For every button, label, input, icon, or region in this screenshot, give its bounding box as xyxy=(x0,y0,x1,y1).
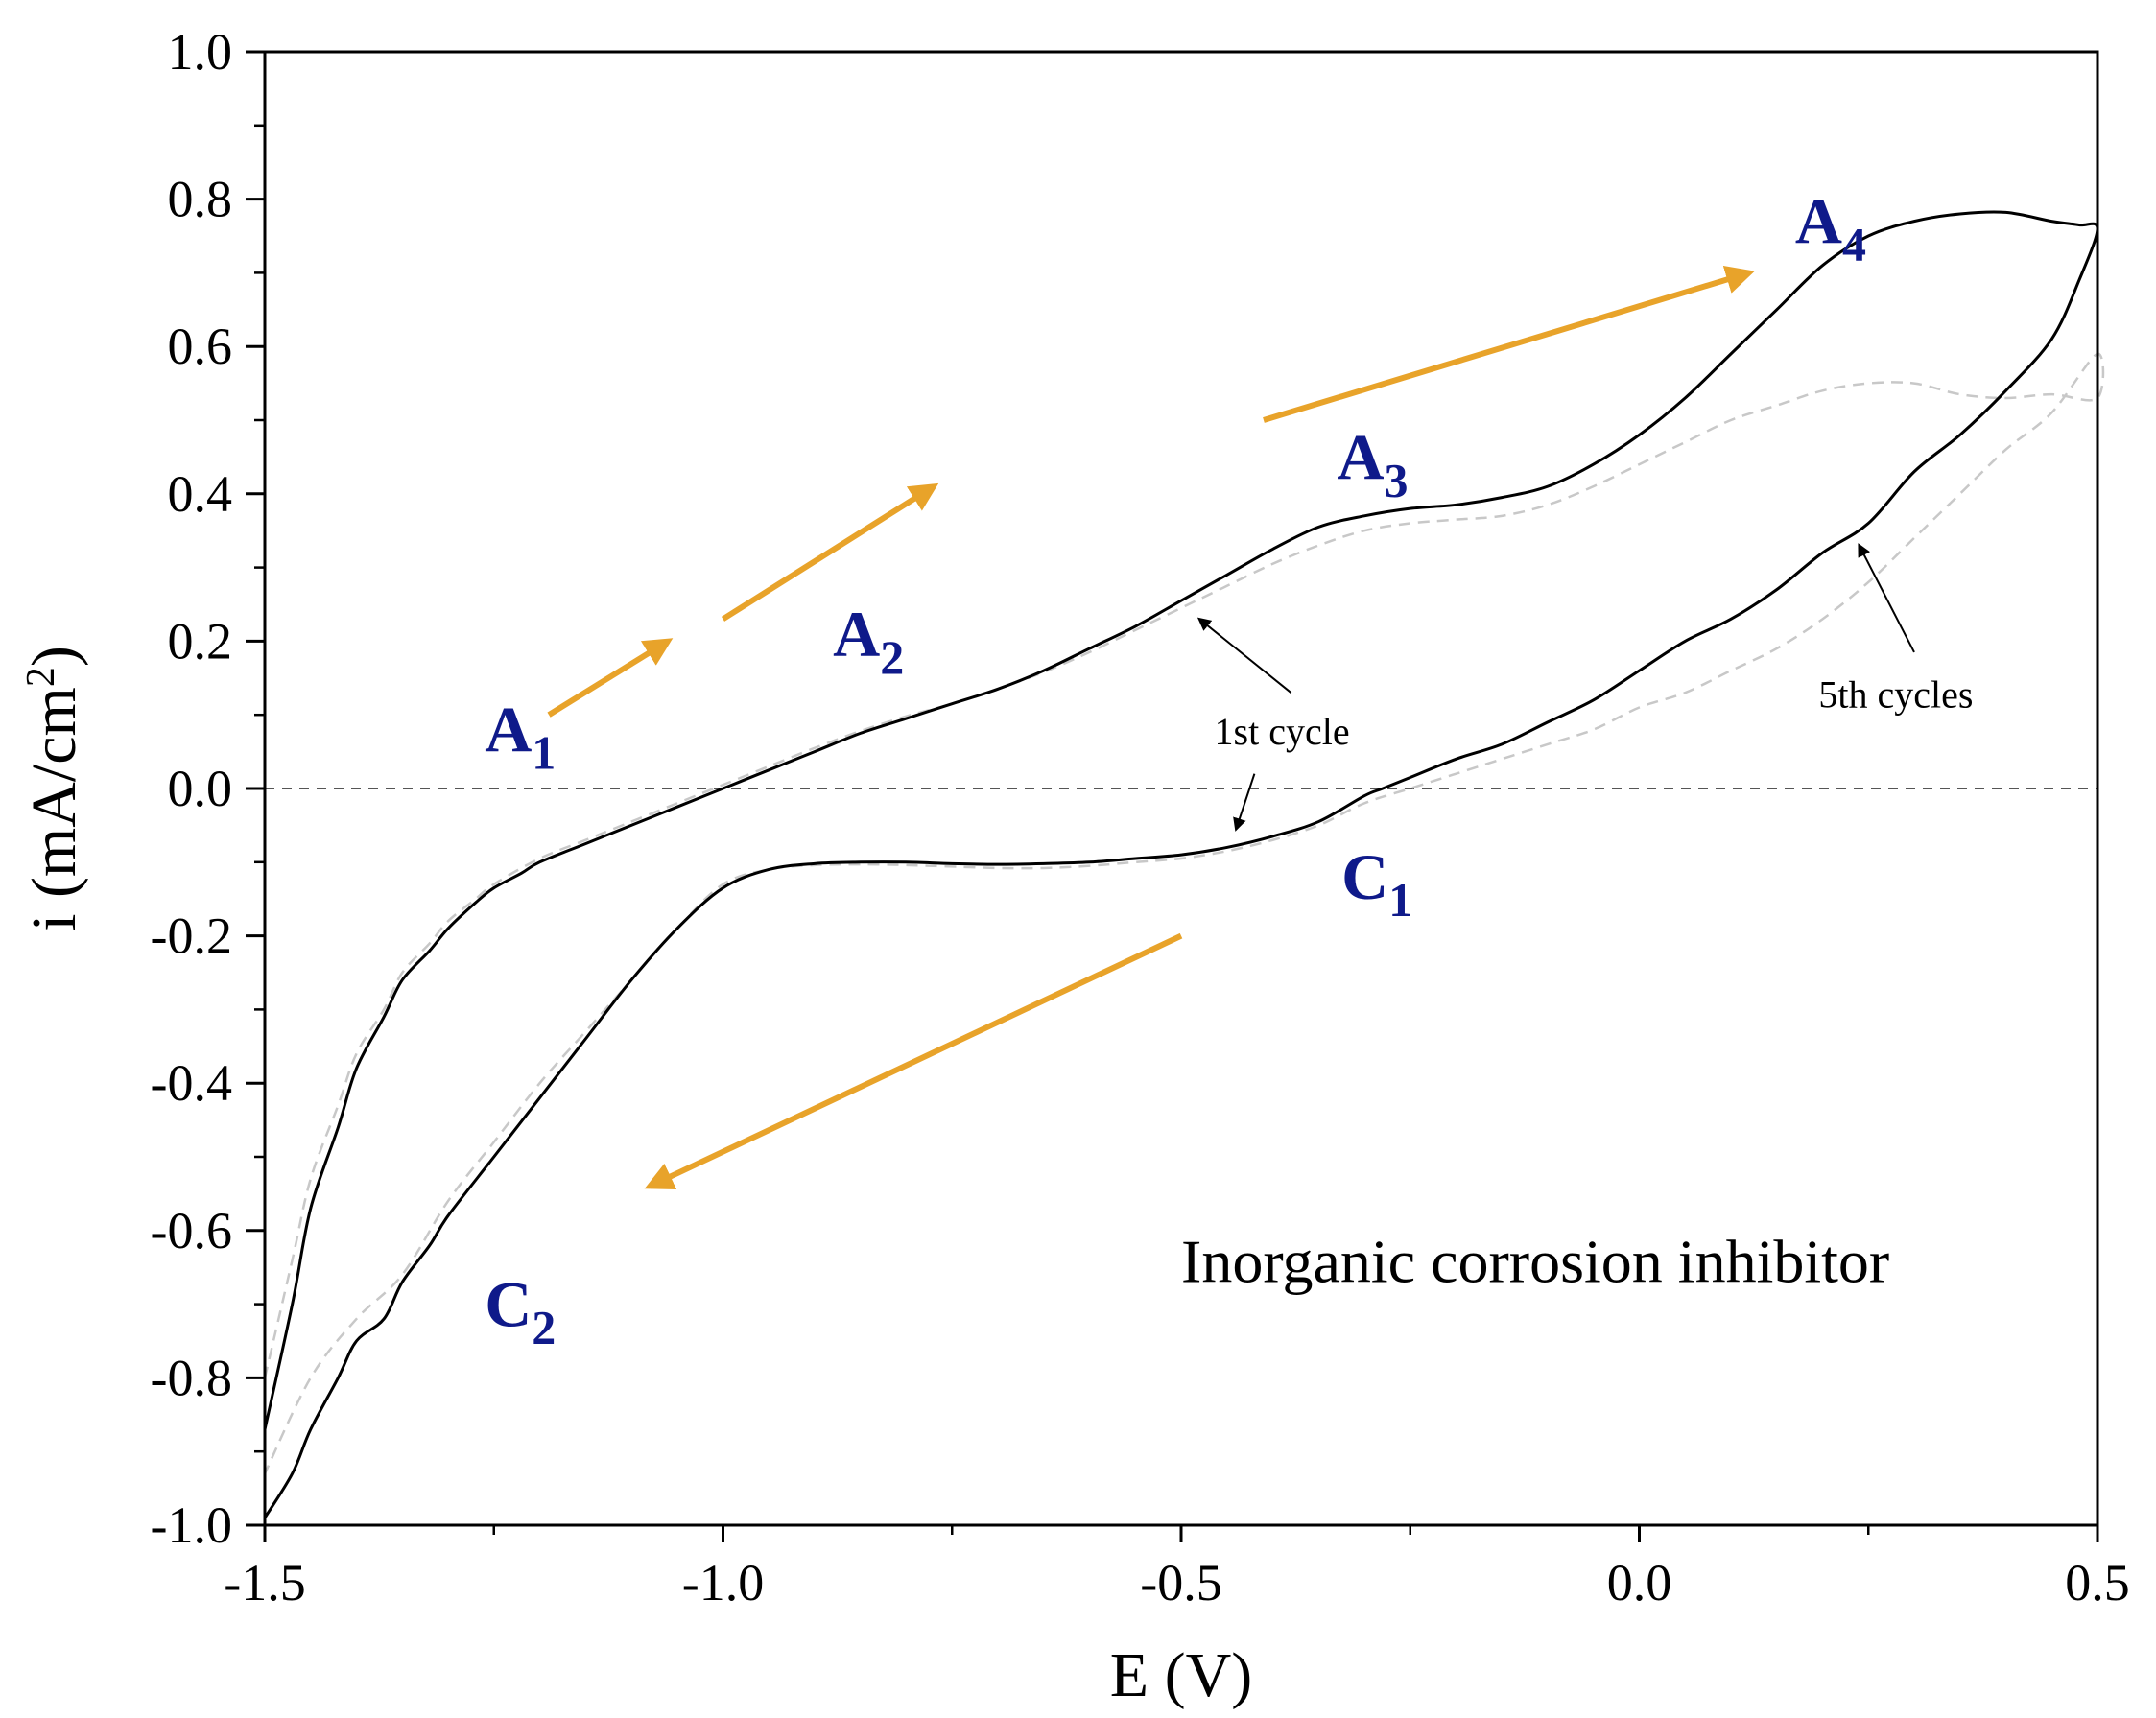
y-tick-label: 0.2 xyxy=(168,612,233,670)
sweep-direction-arrow xyxy=(721,482,939,622)
y-tick-label: 0.4 xyxy=(168,465,233,523)
peak-label: A1 xyxy=(485,694,556,780)
peak-label-main: C xyxy=(1341,840,1388,913)
sweep-direction-arrow xyxy=(644,932,1183,1190)
peak-label-main: A xyxy=(833,598,880,671)
peak-label: C2 xyxy=(485,1268,556,1354)
peak-label-sub: 1 xyxy=(532,726,556,780)
chart-title: Inorganic corrosion inhibitor xyxy=(1181,1228,1889,1296)
peak-label: A3 xyxy=(1337,420,1408,506)
series-line-1st-cycle xyxy=(263,210,2099,1519)
y-tick-label: -0.8 xyxy=(151,1349,232,1406)
y-tick-label: -0.2 xyxy=(151,907,232,965)
peak-label: A4 xyxy=(1795,185,1866,271)
y-tick-label: -0.6 xyxy=(151,1202,232,1259)
series-line-5th-cycles xyxy=(263,352,2105,1474)
peak-label-main: A xyxy=(1795,185,1842,258)
callout-label: 1st cycle xyxy=(1215,710,1350,753)
callout-pointer-arrow xyxy=(1196,617,1292,694)
callout-pointer-arrow xyxy=(1233,773,1256,832)
y-axis-title-suffix: ) xyxy=(19,646,89,667)
x-tick-label: 0.5 xyxy=(2065,1554,2130,1612)
peak-label-sub: 2 xyxy=(532,1301,556,1354)
x-tick-label: 0.0 xyxy=(1607,1554,1672,1612)
peak-label-main: C xyxy=(485,1268,532,1341)
y-tick-label: -1.0 xyxy=(151,1496,232,1554)
y-tick-label: 0.8 xyxy=(168,171,233,228)
peak-label-sub: 1 xyxy=(1388,873,1412,927)
y-tick-label: 0.6 xyxy=(168,318,233,375)
callout-pointer-arrow xyxy=(1858,543,1915,653)
y-axis-title-main: i (mA/cm xyxy=(19,687,89,931)
sweep-direction-arrow xyxy=(1263,266,1755,423)
x-tick-label: -1.0 xyxy=(682,1554,764,1612)
y-tick-label: 0.0 xyxy=(168,760,233,817)
x-tick-label: -0.5 xyxy=(1140,1554,1221,1612)
y-tick-label: 1.0 xyxy=(168,23,233,81)
peak-label: C1 xyxy=(1341,840,1412,927)
y-tick-label: -0.4 xyxy=(151,1054,232,1112)
peak-label: A2 xyxy=(833,598,904,684)
peak-label-main: A xyxy=(1337,420,1384,493)
callout-label: 5th cycles xyxy=(1818,673,1973,717)
peak-label-sub: 4 xyxy=(1842,218,1866,271)
peak-label-sub: 2 xyxy=(880,630,904,684)
peak-label-sub: 3 xyxy=(1384,453,1408,506)
sweep-direction-arrow xyxy=(547,638,674,718)
axes-ticks: -1.5 -1.0 -0.5 0.0 0.5-1.0-0.8-0.6-0.4-0.20.… xyxy=(151,23,2130,1612)
series-layer xyxy=(263,210,2105,1519)
y-axis-title: i (mA/cm2) xyxy=(19,646,89,931)
y-axis-title-sup: 2 xyxy=(19,667,63,687)
x-tick-label: -1.5 xyxy=(224,1554,305,1612)
plot-frame xyxy=(263,50,2099,1527)
peak-label-main: A xyxy=(485,694,532,766)
x-axis-title: E (V) xyxy=(1110,1640,1252,1710)
